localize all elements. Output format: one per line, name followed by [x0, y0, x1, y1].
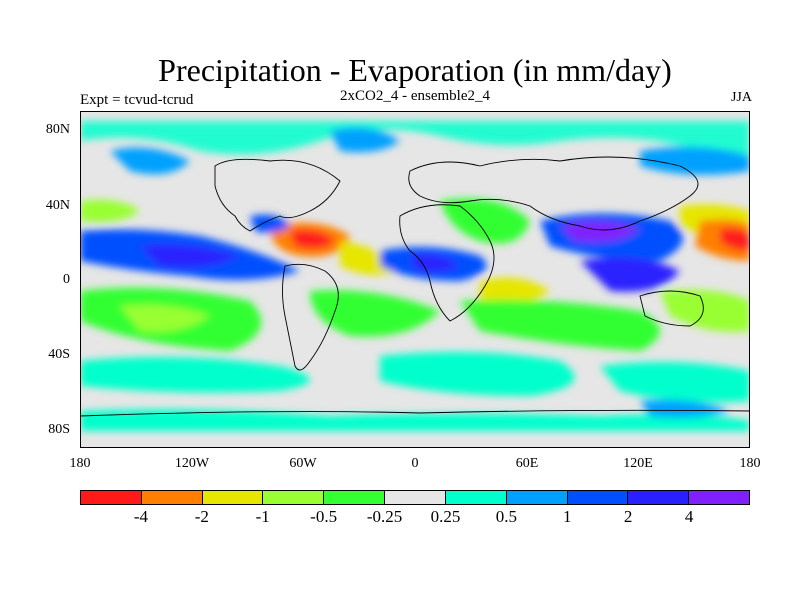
lat-label-40n: 40N	[45, 198, 70, 213]
colorbar-label: 0.25	[430, 507, 461, 526]
colorbar-label: -2	[194, 507, 209, 526]
ensemble-label: 2xCO2_4 - ensemble2_4	[340, 88, 490, 104]
map-frame	[80, 111, 750, 448]
colorbar-label: 0.5	[495, 507, 517, 526]
map-panel	[80, 111, 750, 448]
colorbar-swatch	[202, 491, 264, 504]
map-title: Precipitation - Evaporation (in mm/day)	[158, 52, 672, 88]
colorbar-swatch	[263, 491, 325, 504]
colorbar-label: 1	[563, 507, 572, 526]
lat-label-40s: 40S	[48, 347, 70, 362]
colorbar	[80, 490, 750, 505]
lon-label-120e: 120E	[623, 456, 653, 471]
colorbar-label: 2	[623, 507, 633, 526]
colorbar-swatch	[689, 491, 749, 504]
lat-label-80s: 80S	[48, 422, 70, 437]
lat-label-80n: 80N	[45, 122, 70, 137]
colorbar-swatch	[628, 491, 690, 504]
colorbar-swatch	[567, 491, 629, 504]
lat-label-0: 0	[63, 272, 70, 287]
colorbar-swatch	[506, 491, 568, 504]
season-label: JJA	[730, 90, 752, 105]
colorbar-swatch	[445, 491, 507, 504]
lon-label-120w: 120W	[174, 456, 210, 471]
colorbar-label: -4	[133, 507, 148, 526]
lon-label-180w: 180	[69, 456, 91, 471]
colorbar-label: -1	[255, 507, 270, 526]
coastlines	[80, 156, 750, 417]
colorbar-label: 4	[684, 507, 694, 526]
colorbar-swatch	[385, 491, 446, 504]
colorbar-swatch	[324, 491, 386, 504]
lon-label-180e: 180	[739, 456, 761, 471]
experiment-label: Expt = tcvud-tcrud	[80, 92, 194, 108]
colorbar-swatch	[141, 491, 203, 504]
lon-label-60e: 60E	[515, 456, 539, 471]
pe-contour-map	[80, 111, 750, 448]
lon-label-60w: 60W	[289, 456, 317, 471]
colorbar-label: -0.25	[366, 507, 403, 526]
colorbar-swatch	[81, 491, 142, 504]
colorbar-label: -0.5	[310, 507, 338, 526]
lon-label-0: 0	[411, 456, 419, 471]
